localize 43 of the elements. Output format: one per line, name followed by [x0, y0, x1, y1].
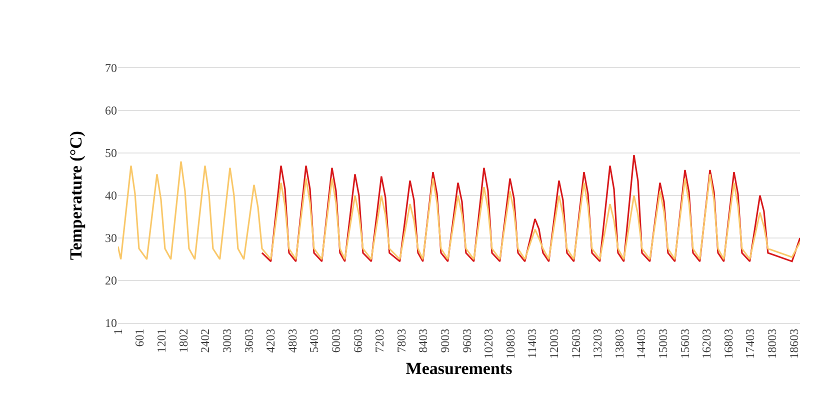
x-tick-label: 14403: [634, 328, 648, 359]
x-tick-label: 9003: [438, 328, 452, 353]
x-tick-label: 10203: [482, 328, 496, 359]
x-tick-label: 15003: [656, 328, 670, 359]
x-tick-label: 17403: [743, 328, 758, 359]
x-tick-label: 11403: [525, 328, 540, 358]
y-tick-label: 10: [105, 316, 117, 330]
x-tick-label: 2402: [198, 328, 212, 353]
x-tick-label: 1802: [176, 328, 190, 353]
x-tick-label: 13803: [612, 328, 626, 359]
x-tick-label: 5403: [307, 328, 322, 353]
x-tick-label: 1: [110, 328, 125, 335]
x-tick-label: 13203: [590, 328, 605, 359]
x-tick-label: 10803: [503, 328, 518, 359]
x-tick-label: 12603: [568, 328, 583, 359]
x-tick-label: 16203: [700, 328, 714, 359]
x-tick-label: 15603: [678, 328, 692, 359]
y-tick-label: 40: [105, 188, 117, 203]
x-tick-label: 18603: [786, 328, 801, 359]
line-series: [261, 154, 800, 262]
x-tick-label: 3003: [220, 328, 234, 353]
y-tick-label: 70: [105, 61, 117, 76]
x-tick-label: 18003: [765, 328, 780, 359]
x-tick-label: 4203: [264, 328, 278, 353]
x-tick-label: 12003: [547, 328, 562, 359]
y-tick-label: 60: [105, 104, 117, 118]
x-tick-label: 9603: [460, 328, 474, 353]
x-tick-label: 8403: [416, 328, 430, 353]
x-tick-label: 7803: [394, 328, 408, 353]
x-tick-label: 1201: [154, 328, 168, 353]
x-axis-title: Measurements: [406, 358, 513, 378]
x-tick-label: 3603: [242, 328, 256, 353]
y-tick-label: 20: [105, 274, 117, 288]
x-tick-label: 6603: [350, 328, 365, 353]
y-tick-label: 50: [105, 146, 117, 160]
y-axis-title: Temperature (°C): [66, 130, 86, 260]
x-tick-label: 4803: [285, 328, 300, 353]
x-tick-label: 16803: [721, 328, 736, 359]
line-series: [118, 160, 800, 260]
x-tick-label: 7203: [372, 328, 387, 353]
x-tick-label: 6003: [328, 328, 343, 353]
y-tick-label: 30: [105, 231, 117, 246]
x-tick-label: 601: [132, 328, 147, 347]
